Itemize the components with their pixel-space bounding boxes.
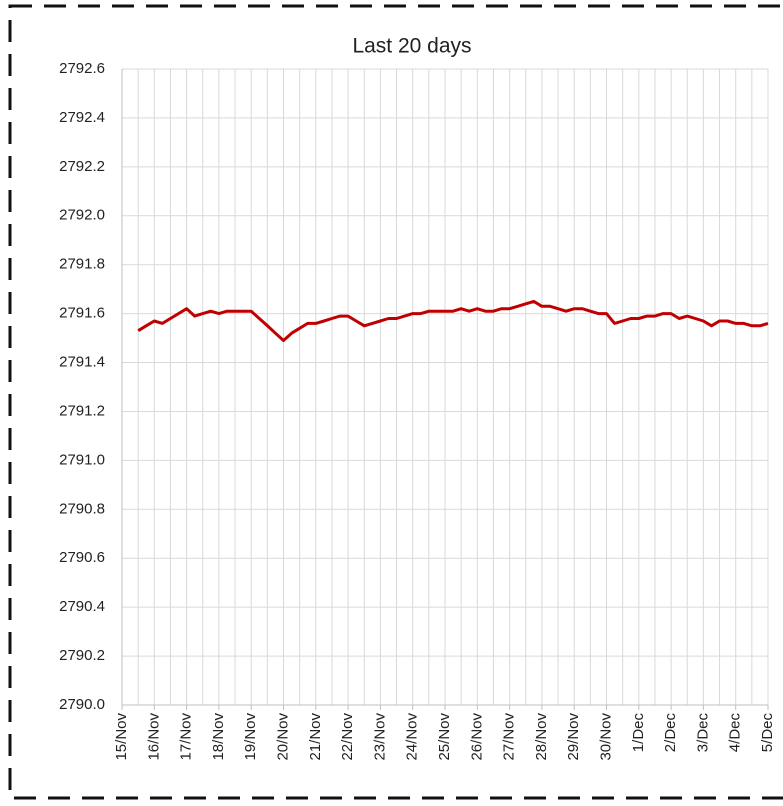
- x-tick-label: 2/Dec: [662, 713, 679, 753]
- data-line: [137, 299, 769, 342]
- x-tick-label: 28/Nov: [533, 713, 550, 761]
- y-tick-label: 2791.6: [59, 305, 105, 322]
- frame: [8, 4, 783, 800]
- x-tick-label: 17/Nov: [178, 713, 195, 761]
- y-tick-label: 2792.2: [59, 158, 105, 175]
- y-tick-label: 2790.8: [59, 500, 105, 517]
- x-tick-label: 16/Nov: [145, 713, 162, 761]
- x-tick-label: 25/Nov: [436, 713, 453, 761]
- x-tick-label: 24/Nov: [404, 713, 421, 761]
- x-tick-label: 4/Dec: [727, 713, 744, 753]
- x-tick-label: 15/Nov: [113, 713, 130, 761]
- y-tick-label: 2792.0: [59, 207, 105, 224]
- x-tick-label: 26/Nov: [468, 713, 485, 761]
- x-tick-label: 27/Nov: [501, 713, 518, 761]
- x-tick-label: 20/Nov: [274, 713, 291, 761]
- x-tick-label: 21/Nov: [307, 713, 324, 761]
- x-tick-label: 23/Nov: [371, 713, 388, 761]
- y-tick-label: 2792.4: [59, 109, 105, 126]
- x-tick-label: 22/Nov: [339, 713, 356, 761]
- y-tick-label: 2792.6: [59, 60, 105, 77]
- x-tick-label: 18/Nov: [210, 713, 227, 761]
- y-tick-label: 2790.4: [59, 598, 105, 615]
- x-tick-label: 3/Dec: [694, 713, 711, 753]
- x-tick-label: 29/Nov: [565, 713, 582, 761]
- x-tick-label: 1/Dec: [630, 713, 647, 753]
- y-tick-label: 2791.2: [59, 402, 105, 419]
- x-tick-label: 5/Dec: [759, 713, 776, 753]
- chart-title: Last 20 days: [352, 35, 471, 58]
- y-tick-label: 2791.8: [59, 256, 105, 273]
- x-tick-label: 19/Nov: [242, 713, 259, 761]
- y-tick-label: 2791.4: [59, 354, 105, 371]
- y-tick-label: 2790.0: [59, 696, 105, 713]
- y-tick-label: 2790.6: [59, 549, 105, 566]
- y-tick-label: 2790.2: [59, 647, 105, 664]
- x-tick-label: 30/Nov: [597, 713, 614, 761]
- y-tick-label: 2791.0: [59, 451, 105, 468]
